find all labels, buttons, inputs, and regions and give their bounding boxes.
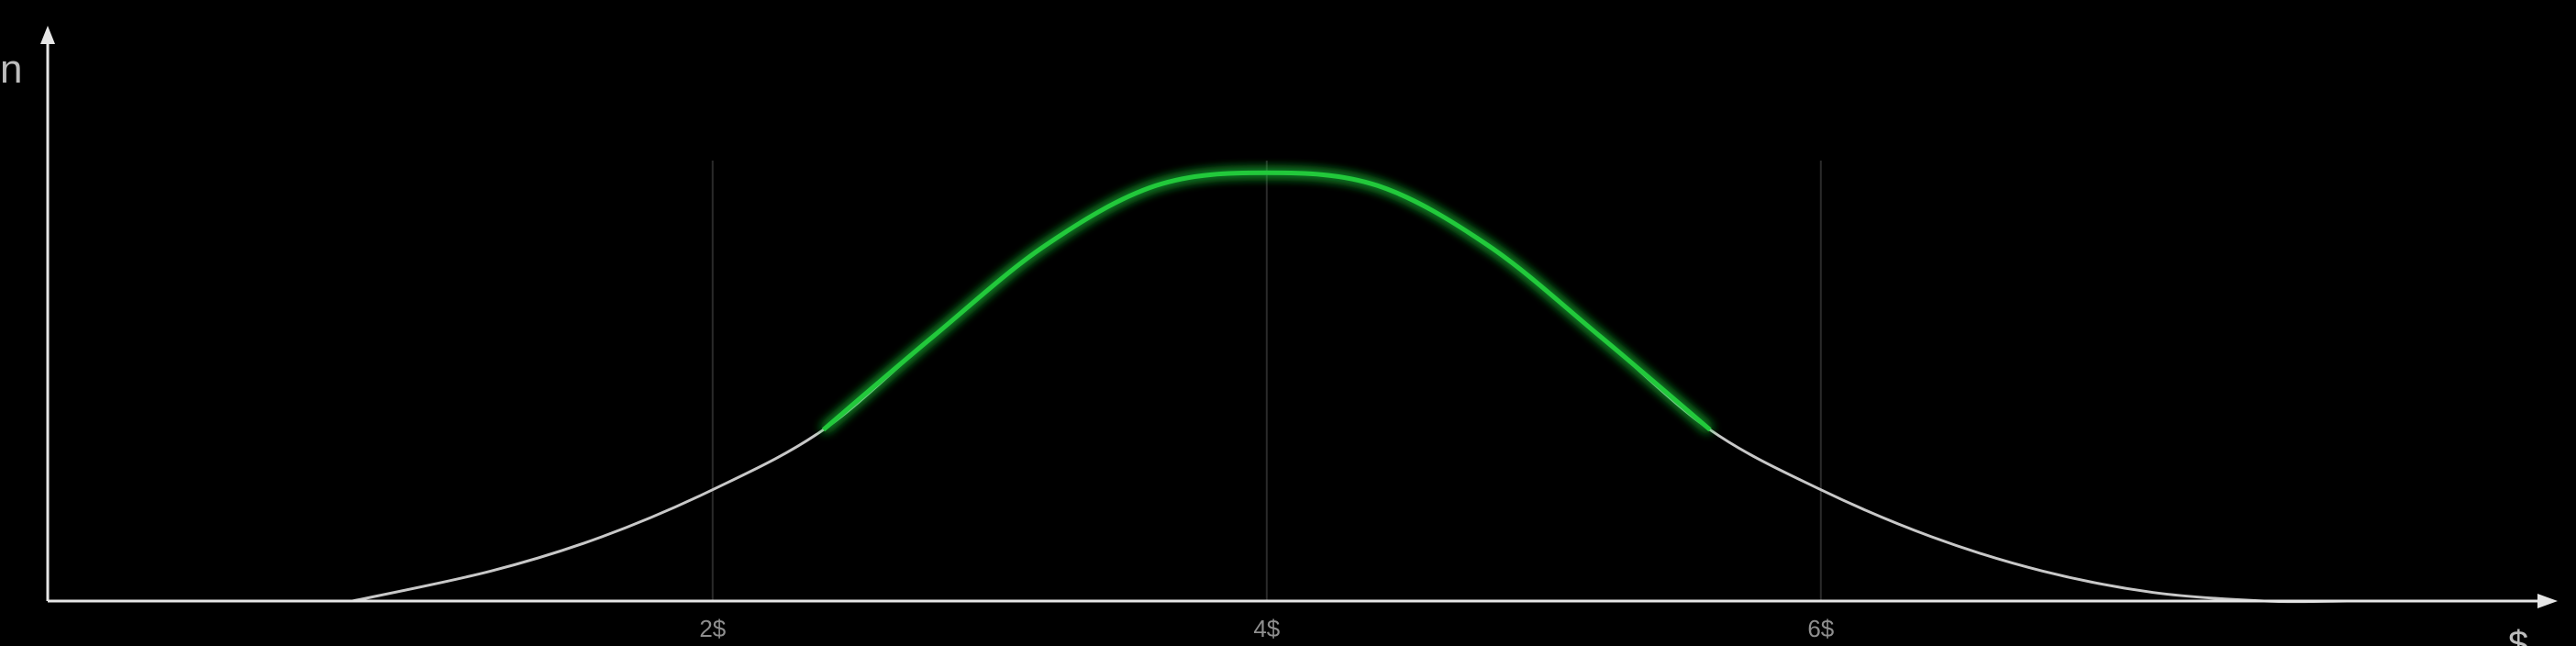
y-axis-arrow-icon bbox=[40, 26, 55, 44]
x-tick-label: 2$ bbox=[699, 615, 726, 642]
x-axis-arrow-icon bbox=[2537, 594, 2558, 608]
axes bbox=[40, 26, 2558, 608]
highlighted-curve-segment bbox=[821, 170, 1712, 432]
curve-layer bbox=[351, 170, 2348, 604]
x-tick-label: 4$ bbox=[1253, 615, 1280, 642]
x-axis-label: $ bbox=[2508, 624, 2528, 646]
grid-lines bbox=[711, 161, 1822, 601]
distribution-curve bbox=[351, 171, 2348, 604]
x-tick-label: 6$ bbox=[1807, 615, 1834, 642]
x-tick-labels: 2$ 4$ 6$ bbox=[699, 615, 1834, 642]
y-axis-label: n bbox=[0, 47, 22, 92]
